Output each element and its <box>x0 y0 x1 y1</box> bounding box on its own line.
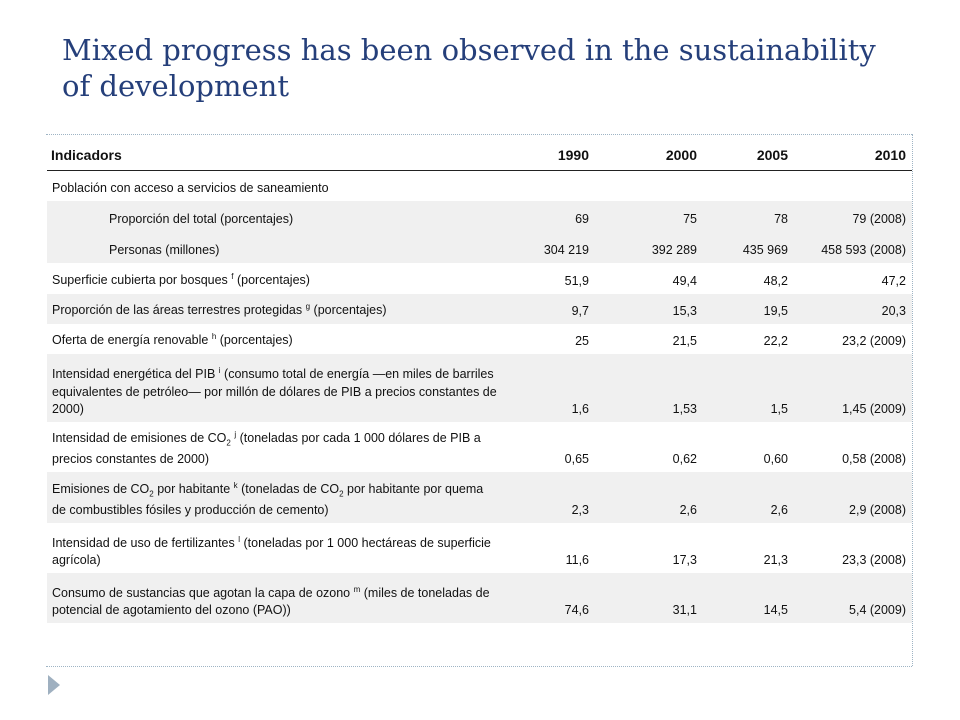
cell: 0,60 <box>763 452 788 467</box>
cell: 79 (2008) <box>794 200 912 232</box>
cell: 1,6 <box>503 353 595 422</box>
cell: 0,58 (2008) <box>842 452 906 467</box>
row-label: Intensidad de uso de fertilizantes l (to… <box>52 535 491 568</box>
bottom-divider <box>46 666 912 667</box>
cell: 5,4 (2009) <box>794 573 912 624</box>
cell: 74,6 <box>503 573 595 624</box>
cell: 2,9 (2008) <box>794 472 912 524</box>
table-row: Superficie cubierta por bosques f (porce… <box>47 263 912 294</box>
row-label: Consumo de sustancias que agotan la capa… <box>47 573 503 624</box>
cell: 304 219 <box>503 231 595 263</box>
cell: 0,65 <box>564 452 589 467</box>
row-label: Superficie cubierta por bosques f (porce… <box>52 272 310 288</box>
cell: 1,5 <box>703 353 794 422</box>
row-label: Intensidad de emisiones de CO2 j (tonela… <box>52 429 481 467</box>
cell: 0,62 <box>672 452 697 467</box>
slide-title: Mixed progress has been observed in the … <box>62 33 876 103</box>
cell: 2,6 <box>595 472 703 524</box>
top-divider <box>46 134 912 135</box>
cell: 1,53 <box>595 353 703 422</box>
header-2000: 2000 <box>595 140 703 171</box>
cell: 47,2 <box>881 273 906 288</box>
cell: 392 289 <box>595 231 703 263</box>
header-2005: 2005 <box>703 140 794 171</box>
cell: 2,6 <box>703 472 794 524</box>
table-row: Intensidad energética del PIB i (consumo… <box>47 353 912 422</box>
cell: 20,3 <box>794 293 912 324</box>
header-1990: 1990 <box>503 140 595 171</box>
cell <box>703 171 794 201</box>
right-divider <box>912 134 913 666</box>
row-label: Población con acceso a servicios de sane… <box>52 180 329 195</box>
header-2010: 2010 <box>794 140 912 171</box>
cell: 1,45 (2009) <box>794 353 912 422</box>
cell: 78 <box>703 200 794 232</box>
cell: 23,2 (2009) <box>842 333 906 348</box>
cell: 49,4 <box>672 273 697 288</box>
table-row: Proporción del total (porcentajes) 69 75… <box>47 200 912 232</box>
cell: 17,3 <box>672 553 697 568</box>
cell: 2,3 <box>503 472 595 524</box>
header-indicadors: Indicadors <box>47 140 503 171</box>
row-label: Emisiones de CO2 por habitante k (tonela… <box>47 472 503 524</box>
cell: 75 <box>595 200 703 232</box>
cell <box>503 171 595 201</box>
row-label: Proporción del total (porcentajes) <box>47 200 503 232</box>
cell: 22,2 <box>763 333 788 348</box>
table-row: Intensidad de uso de fertilizantes l (to… <box>47 523 912 573</box>
cell: 14,5 <box>703 573 794 624</box>
table-row: Proporción de las áreas terrestres prote… <box>47 293 912 324</box>
indicators-table: Indicadors 1990 2000 2005 2010 Población… <box>47 140 912 624</box>
cell: 23,3 (2008) <box>842 553 906 568</box>
table-row: Intensidad de emisiones de CO2 j (tonela… <box>47 422 912 473</box>
table-row: Emisiones de CO2 por habitante k (tonela… <box>47 472 912 524</box>
cell: 25 <box>575 333 589 348</box>
table-row: Consumo de sustancias que agotan la capa… <box>47 573 912 624</box>
table-row: Personas (millones) 304 219 392 289 435 … <box>47 231 912 263</box>
cell: 21,3 <box>763 553 788 568</box>
cell: 19,5 <box>703 293 794 324</box>
cell: 69 <box>503 200 595 232</box>
cell: 9,7 <box>503 293 595 324</box>
cell: 435 969 <box>703 231 794 263</box>
cell <box>595 171 703 201</box>
table-row: Oferta de energía renovable h (porcentaj… <box>47 324 912 354</box>
play-arrow-icon <box>48 675 60 695</box>
cell: 21,5 <box>672 333 697 348</box>
row-label: Proporción de las áreas terrestres prote… <box>47 293 503 324</box>
cell: 31,1 <box>595 573 703 624</box>
row-label: Oferta de energía renovable h (porcentaj… <box>52 332 293 348</box>
table-row: Población con acceso a servicios de sane… <box>47 171 912 201</box>
cell <box>794 171 912 201</box>
table-header-row: Indicadors 1990 2000 2005 2010 <box>47 140 912 171</box>
cell: 48,2 <box>763 273 788 288</box>
row-label: Intensidad energética del PIB i (consumo… <box>47 353 503 422</box>
cell: 15,3 <box>595 293 703 324</box>
cell: 51,9 <box>564 273 589 288</box>
row-label: Personas (millones) <box>47 231 503 263</box>
cell: 11,6 <box>565 553 589 568</box>
cell: 458 593 (2008) <box>794 231 912 263</box>
